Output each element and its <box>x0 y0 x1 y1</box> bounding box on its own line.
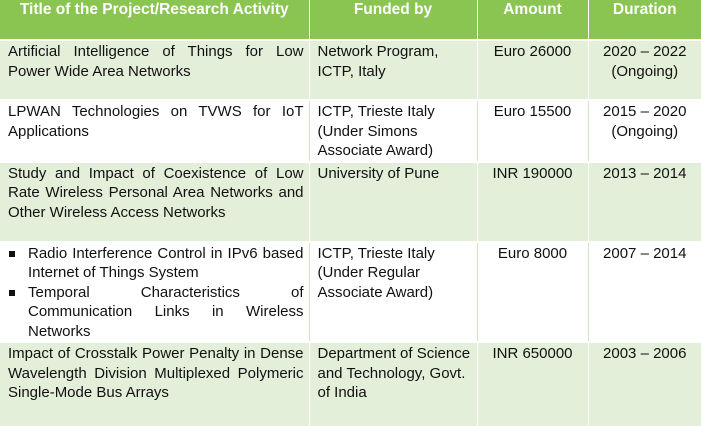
amount: Euro 8000 <box>477 240 589 342</box>
sub-project-title: Temporal Characteristics of Communicatio… <box>28 283 304 340</box>
project-title-list: Radio Interference Control in IPv6 based… <box>0 240 310 342</box>
duration-years: 2003 – 2006 <box>603 345 687 362</box>
amount: Euro 15500 <box>477 99 589 162</box>
duration: 2013 – 2014 <box>588 160 701 242</box>
duration-years: 2013 – 2014 <box>603 164 687 182</box>
amount: INR 650000 <box>477 341 589 426</box>
list-item: Radio Interference Control in IPv6 based… <box>8 244 304 283</box>
duration: 2015 – 2020 (Ongoing) <box>588 99 701 162</box>
header-duration: Duration <box>612 1 677 18</box>
duration-years: 2015 – 2020 <box>603 103 687 120</box>
duration: 2003 – 2006 <box>588 341 701 426</box>
duration-status: (Ongoing) <box>611 122 679 140</box>
funded-by: Network Program, ICTP, Italy <box>309 39 478 100</box>
table-row: LPWAN Technologies on TVWS for IoT Appli… <box>0 99 701 162</box>
project-title: LPWAN Technologies on TVWS for IoT Appli… <box>0 99 310 162</box>
project-title: Artificial Intelligence of Things for Lo… <box>0 39 310 100</box>
square-bullet-icon <box>9 250 15 257</box>
header-amount: Amount <box>477 0 589 40</box>
duration-status: (Ongoing) <box>611 62 679 80</box>
project-title: Study and Impact of Coexistence of Low R… <box>0 160 310 242</box>
funded-by: ICTP, Trieste Italy (Under Regular Assoc… <box>309 240 478 342</box>
sub-project-title: Radio Interference Control in IPv6 based… <box>28 244 304 282</box>
table-row: Radio Interference Control in IPv6 based… <box>0 240 701 342</box>
funded-by: ICTP, Trieste Italy (Under Simons Associ… <box>309 99 478 162</box>
table-header: Title of the Project/Research Activity F… <box>0 0 701 40</box>
sub-project-list: Radio Interference Control in IPv6 based… <box>8 244 304 342</box>
duration-years: 2020 – 2022 <box>603 43 687 60</box>
table-row: Study and Impact of Coexistence of Low R… <box>0 160 701 242</box>
funded-by: University of Pune <box>309 160 478 242</box>
funded-by: Department of Science and Technology, Go… <box>309 341 478 426</box>
table-row: Artificial Intelligence of Things for Lo… <box>0 39 701 100</box>
project-title: Impact of Crosstalk Power Penalty in Den… <box>0 341 310 426</box>
square-bullet-icon <box>9 289 15 296</box>
table-row: Impact of Crosstalk Power Penalty in Den… <box>0 341 701 426</box>
header-title: Title of the Project/Research Activity <box>0 0 310 40</box>
duration: 2020 – 2022 (Ongoing) <box>588 39 701 100</box>
header-funded-by: Funded by <box>309 0 478 40</box>
table-body: Artificial Intelligence of Things for Lo… <box>0 39 701 426</box>
list-item: Temporal Characteristics of Communicatio… <box>8 283 304 342</box>
duration: 2007 – 2014 <box>588 240 701 342</box>
amount: INR 190000 <box>477 160 589 242</box>
duration-years: 2007 – 2014 <box>603 244 687 262</box>
amount: Euro 26000 <box>477 39 589 100</box>
